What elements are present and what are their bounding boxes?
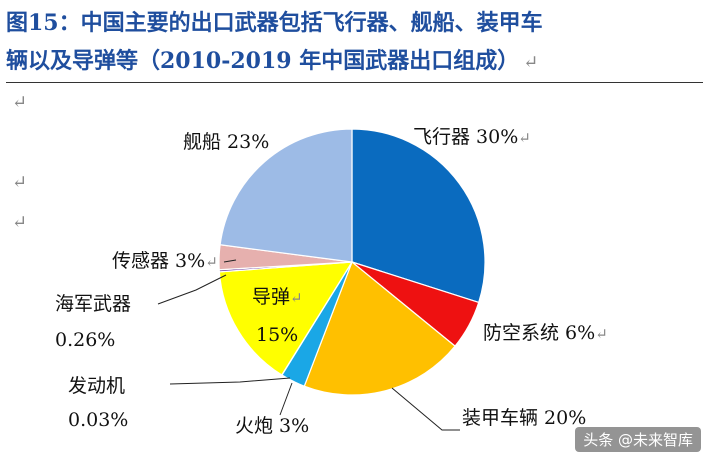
slice-label: 防空系统 6%↵ <box>483 322 608 344</box>
slice-label-name: 发动机 <box>68 375 125 397</box>
paragraph-mark-icon: ↵ <box>12 92 28 113</box>
paragraph-mark-icon: ↵ <box>12 172 28 193</box>
title-line-2: 辆以及导弹等（2010-2019 年中国武器出口组成） <box>6 48 520 74</box>
slice-labels: 飞行器 30%↵防空系统 6%↵装甲车辆 20%火炮 3%发动机 0.03%导弹↵… <box>55 126 608 437</box>
return-mark-icon: ↵ <box>523 52 539 73</box>
return-mark-icon: ↵ <box>518 129 531 147</box>
pie-slice <box>218 261 354 376</box>
slice-label: 舰船 23% <box>183 131 269 153</box>
return-mark-icon: ↵ <box>290 289 303 307</box>
return-mark-icon: ↵ <box>205 253 218 271</box>
title-underline <box>6 82 703 83</box>
slice-label: 导弹↵ 15% <box>252 286 303 346</box>
slice-label: 发动机 0.03% <box>68 375 128 431</box>
pie-slice <box>351 128 486 304</box>
chart-title: 图15：中国主要的出口武器包括飞行器、舰船、装甲车 辆以及导弹等（2010-20… <box>6 4 706 82</box>
return-mark-icon: ↵ <box>595 325 608 343</box>
title-line-1: 图15：中国主要的出口武器包括飞行器、舰船、装甲车 <box>6 10 543 36</box>
slice-label-name: 海军武器 <box>55 293 131 315</box>
slice-label: 装甲车辆 20% <box>462 407 586 429</box>
watermark: 头条 @未来智库 <box>575 427 701 452</box>
slice-label-value: 15% <box>256 324 298 346</box>
leader-line <box>169 377 291 385</box>
pie-slices <box>218 128 486 396</box>
pie-slice <box>303 261 456 396</box>
slice-label-value: 0.03% <box>68 409 128 431</box>
slice-label-name: 导弹 <box>252 286 290 308</box>
leader-line <box>157 274 227 305</box>
slice-label: 飞行器 30%↵ <box>413 126 531 148</box>
paragraph-mark-icon: ↵ <box>12 212 28 233</box>
leader-line <box>223 259 237 263</box>
pie-slice <box>219 128 353 263</box>
leader-lines <box>157 259 460 431</box>
leader-line <box>391 387 460 431</box>
slice-label: 火炮 3% <box>235 415 309 437</box>
leader-line <box>279 382 293 416</box>
slice-label: 海军武器 0.26% <box>55 293 131 351</box>
slice-label: 传感器 3%↵ <box>112 250 218 272</box>
slice-label-value: 0.26% <box>55 329 115 351</box>
